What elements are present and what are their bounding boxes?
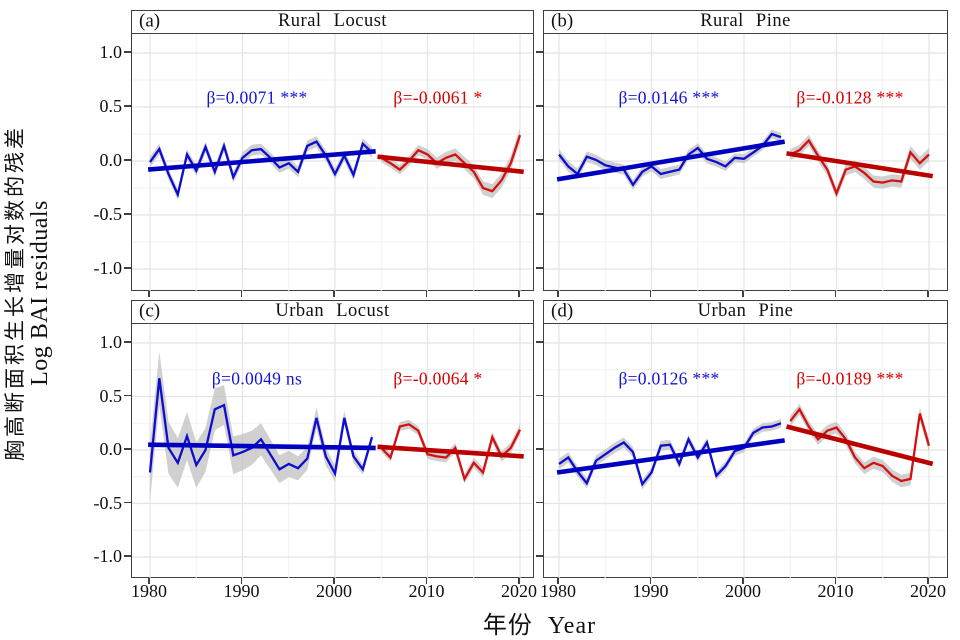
y-tick-mark	[124, 501, 131, 504]
panel-rural-locust: (a) Rural Locust β=0.0071 *** β=-0.0061 …	[131, 10, 534, 292]
plot-area-urban-locust	[132, 324, 532, 579]
beta-annotation-blue: β=0.0071 ***	[206, 87, 308, 108]
y-tick-mark	[124, 341, 131, 343]
x-tick-label: 2010	[408, 581, 445, 601]
panel-title-band: (c) Urban Locust	[132, 301, 533, 324]
x-tick-mark	[557, 291, 559, 297]
y-tick-mark	[536, 51, 543, 53]
beta-annotation-blue: β=0.0049 ns	[211, 368, 303, 389]
beta-annotation-red: β=-0.0189 ***	[796, 368, 904, 389]
x-tick-mark	[834, 291, 837, 297]
panel-tag: (b)	[551, 10, 574, 32]
y-axis-title: 胸高断面积生长增量对数的残差 Log BAI residuals	[3, 13, 58, 573]
panel-title-band: (d) Urban Pine	[544, 301, 947, 324]
y-tick-mark	[536, 105, 543, 107]
y-tick-mark	[124, 213, 131, 215]
x-tick-mark	[742, 291, 744, 297]
y-tick-label: 1.0	[99, 332, 123, 352]
plot-area-urban-pine	[544, 324, 946, 579]
x-tick-label: 2000	[316, 581, 352, 601]
x-tick-mark	[240, 291, 243, 297]
x-axis-title: 年份 Year	[482, 613, 597, 639]
x-tick-label: 1980	[540, 581, 576, 601]
panel-title: Rural Locust	[277, 10, 388, 31]
y-tick-mark	[536, 341, 543, 343]
x-tick-mark	[148, 578, 150, 584]
x-tick-mark	[148, 291, 150, 297]
y-tick-mark	[124, 51, 131, 53]
y-tick-mark	[124, 448, 131, 450]
y-tick-label: 0.0	[99, 150, 123, 170]
panel-tag: (d)	[551, 300, 574, 322]
x-tick-mark	[333, 291, 335, 297]
y-tick-label: 0.5	[99, 385, 123, 406]
x-tick-mark	[649, 578, 652, 584]
panel-tag: (c)	[139, 300, 161, 322]
x-tick-mark	[927, 578, 929, 584]
panel-rural-pine: (b) Rural Pine β=0.0146 *** β=-0.0128 **…	[543, 10, 948, 292]
x-tick-label: 2020	[910, 581, 946, 601]
panel-title-band: (b) Rural Pine	[544, 11, 947, 34]
plot-area-rural-pine	[544, 34, 946, 292]
panel-title: Urban Locust	[275, 300, 390, 321]
beta-annotation-blue: β=0.0146 ***	[618, 87, 720, 108]
y-tick-mark	[536, 213, 543, 215]
y-tick-label: -1.0	[93, 258, 123, 278]
y-tick-label: -1.0	[93, 546, 123, 566]
x-tick-mark	[518, 291, 520, 297]
y-tick-label: 1.0	[99, 42, 123, 62]
y-tick-label: 0.0	[99, 439, 123, 459]
x-tick-label: 1980	[131, 581, 167, 601]
beta-annotation-red: β=-0.0064 *	[393, 368, 483, 389]
panel-title: Urban Pine	[697, 300, 794, 321]
x-tick-label: 2010	[817, 581, 854, 601]
x-tick-mark	[649, 291, 652, 297]
x-tick-mark	[834, 578, 837, 584]
y-tick-mark	[124, 159, 131, 161]
y-tick-label: 0.5	[99, 96, 123, 116]
x-tick-mark	[333, 578, 335, 584]
y-axis-title-english: Log BAI residuals	[27, 200, 54, 386]
y-tick-mark	[536, 501, 543, 504]
x-tick-label: 2000	[725, 581, 761, 601]
panel-urban-pine: (d) Urban Pine β=0.0126 *** β=-0.0189 **…	[543, 300, 948, 579]
beta-annotation-blue: β=0.0126 ***	[618, 368, 720, 389]
y-tick-mark	[124, 555, 131, 557]
beta-annotation-red: β=-0.0128 ***	[796, 87, 904, 108]
x-tick-label: 1990	[223, 581, 260, 601]
y-tick-mark	[124, 267, 131, 269]
panel-urban-locust: (c) Urban Locust β=0.0049 ns β=-0.0064 *	[131, 300, 534, 579]
y-axis-title-chinese: 胸高断面积生长增量对数的残差	[3, 125, 27, 461]
x-tick-mark	[518, 578, 520, 584]
panel-tag: (a)	[139, 10, 161, 32]
y-tick-label: -0.5	[93, 492, 123, 513]
x-tick-mark	[240, 578, 243, 584]
x-tick-mark	[557, 578, 559, 584]
beta-annotation-red: β=-0.0061 *	[393, 87, 483, 108]
y-tick-mark	[536, 448, 543, 450]
y-tick-mark	[536, 159, 543, 161]
x-tick-label: 1990	[632, 581, 669, 601]
x-tick-mark	[927, 291, 929, 297]
x-tick-label: 2020	[501, 581, 537, 601]
y-tick-mark	[536, 394, 543, 397]
plot-area-rural-locust	[132, 34, 532, 292]
y-tick-mark	[124, 394, 131, 397]
y-tick-mark	[536, 555, 543, 557]
panel-title-band: (a) Rural Locust	[132, 11, 533, 34]
x-tick-mark	[425, 291, 428, 297]
x-tick-mark	[425, 578, 428, 584]
y-tick-mark	[536, 267, 543, 269]
x-tick-mark	[742, 578, 744, 584]
y-tick-mark	[124, 105, 131, 107]
y-tick-label: -0.5	[93, 204, 123, 224]
panel-title: Rural Pine	[700, 10, 791, 31]
